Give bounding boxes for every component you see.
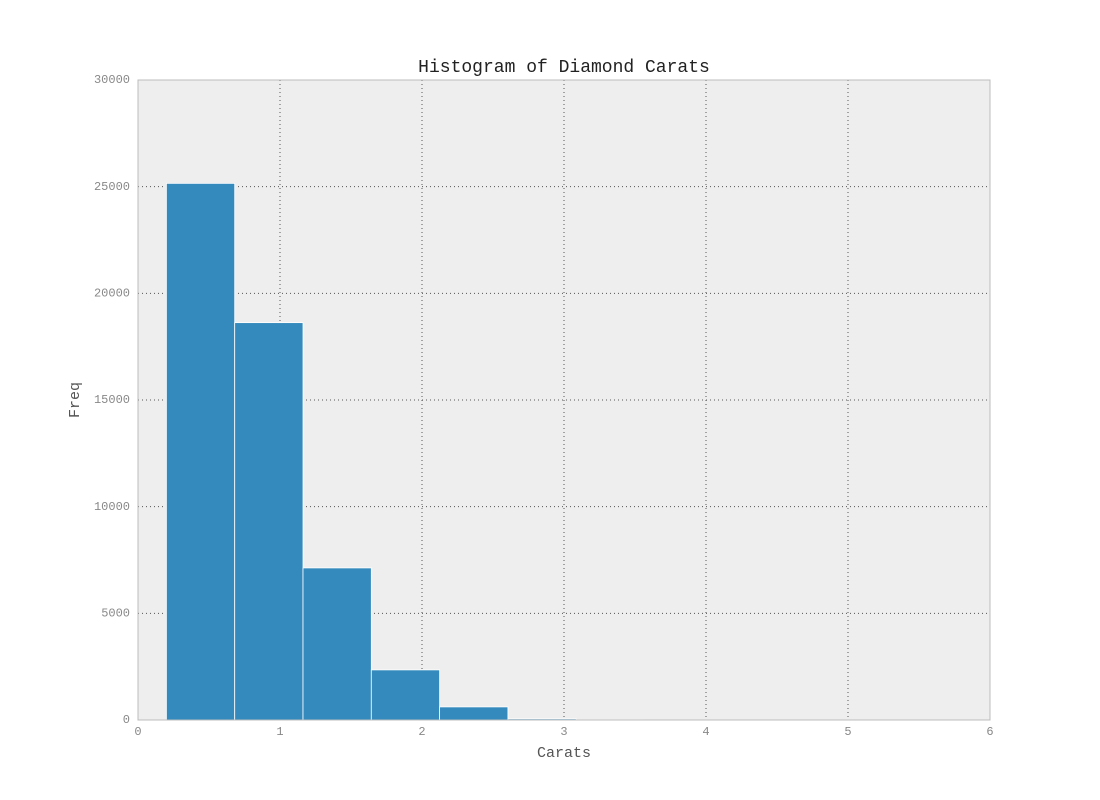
chart-title: Histogram of Diamond Carats bbox=[418, 58, 710, 78]
x-axis-label: Carats bbox=[537, 745, 591, 762]
x-tick-label: 0 bbox=[134, 725, 141, 739]
y-tick-label: 5000 bbox=[101, 607, 130, 621]
x-tick-label: 5 bbox=[844, 725, 851, 739]
bar bbox=[234, 322, 304, 721]
bar bbox=[165, 182, 236, 721]
plot-frame bbox=[137, 79, 991, 721]
y-tick-label: 0 bbox=[123, 713, 130, 727]
y-tick-label: 30000 bbox=[94, 73, 130, 87]
x-tick-label: 2 bbox=[418, 725, 425, 739]
x-tick-label: 3 bbox=[560, 725, 567, 739]
x-tick-label: 4 bbox=[702, 725, 709, 739]
x-tick-label: 1 bbox=[276, 725, 283, 739]
y-tick-label: 10000 bbox=[94, 500, 130, 514]
bar bbox=[370, 669, 441, 721]
y-tick-label: 20000 bbox=[94, 287, 130, 301]
bar bbox=[302, 567, 372, 721]
y-axis-label: Freq bbox=[67, 382, 84, 418]
bar bbox=[439, 706, 509, 721]
y-tick-label: 15000 bbox=[94, 393, 130, 407]
y-tick-label: 25000 bbox=[94, 180, 130, 194]
x-tick-label: 6 bbox=[986, 725, 993, 739]
